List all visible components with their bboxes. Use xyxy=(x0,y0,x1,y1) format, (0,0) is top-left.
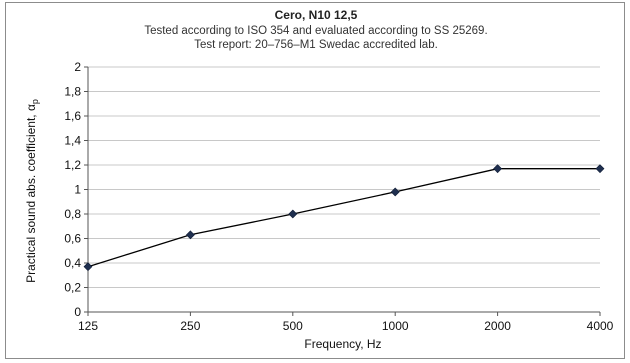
data-point-500 xyxy=(288,209,298,219)
x-tick-label-1: 250 xyxy=(180,319,200,333)
data-point-4000 xyxy=(595,164,605,174)
data-point-125 xyxy=(83,262,93,272)
y-tick-label-10: 2 xyxy=(74,60,81,74)
y-tick-label-8: 1,6 xyxy=(64,109,81,123)
y-axis-label: Practical sound abs. coefficient, αp xyxy=(24,99,40,283)
x-tick-labels: 125 250 500 1000 2000 4000 xyxy=(78,319,614,333)
y-tick-label-4: 0,8 xyxy=(64,207,81,221)
x-tick-label-5: 4000 xyxy=(587,319,614,333)
y-tick-label-9: 1,8 xyxy=(64,85,81,99)
y-tick-labels: 0 0,2 0,4 0,6 0,8 1 1,2 1,4 1,6 1,8 2 xyxy=(64,60,81,319)
series xyxy=(83,164,605,272)
data-point-1000 xyxy=(390,187,400,197)
chart: 0 0,2 0,4 0,6 0,8 1 1,2 1,4 1,6 1,8 2 125 250 500 100… xyxy=(24,8,614,351)
y-tick-label-0: 0 xyxy=(74,305,81,319)
chart-title: Cero, N10 12,5 xyxy=(275,8,358,22)
axes xyxy=(84,66,601,316)
x-axis-label: Frequency, Hz xyxy=(304,337,381,351)
chart-subtitle-line-2: Test report: 20–756–M1 Swedac accredited… xyxy=(194,39,438,51)
series-line-0 xyxy=(87,168,600,268)
y-tick-label-3: 0,6 xyxy=(64,232,81,246)
x-tick-label-3: 1000 xyxy=(382,319,409,333)
y-axis-label-subscript: p xyxy=(30,99,40,104)
y-tick-label-1: 0,2 xyxy=(64,281,81,295)
x-tick-label-2: 500 xyxy=(283,319,303,333)
y-tick-label-2: 0,4 xyxy=(64,256,81,270)
x-tick-label-4: 2000 xyxy=(484,319,511,333)
y-tick-label-5: 1 xyxy=(74,183,81,197)
y-tick-label-6: 1,2 xyxy=(64,158,81,172)
gridlines xyxy=(88,66,600,288)
chart-subtitle-line-1: Tested according to ISO 354 and evaluate… xyxy=(144,25,487,37)
x-tick-label-0: 125 xyxy=(78,319,98,333)
data-point-2000 xyxy=(493,164,503,174)
y-tick-label-7: 1,4 xyxy=(64,134,81,148)
data-point-250 xyxy=(185,230,195,240)
chart-frame: 0 0,2 0,4 0,6 0,8 1 1,2 1,4 1,6 1,8 2 125 250 500 100… xyxy=(5,2,625,359)
